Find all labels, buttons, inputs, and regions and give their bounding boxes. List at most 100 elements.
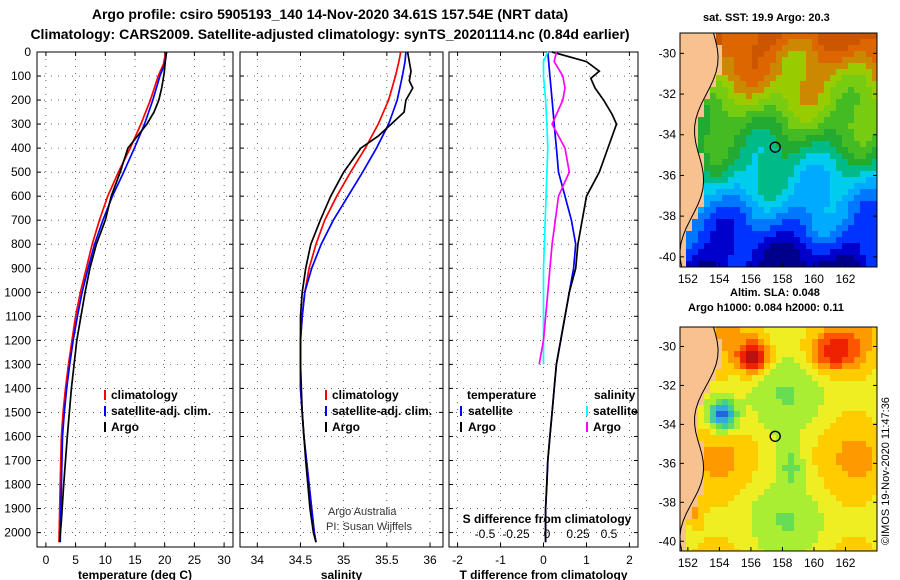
map-cell: [704, 537, 711, 544]
map-frame-sat-sst-map: [679, 32, 878, 268]
map-cell: [818, 237, 825, 244]
map-cell: [740, 435, 747, 442]
map-cell: [680, 507, 687, 514]
map-cell: [722, 537, 729, 544]
map-x-tick-label: 156: [741, 556, 761, 570]
map-cell: [854, 219, 861, 226]
map-cell: [710, 117, 717, 124]
map-cell: [710, 243, 717, 250]
map-cell: [734, 231, 741, 238]
map-cell: [734, 423, 741, 430]
map-cell: [758, 489, 765, 496]
map-cell: [716, 471, 723, 478]
map-cell: [734, 63, 741, 70]
map-cell: [740, 111, 747, 118]
map-cell: [746, 333, 753, 340]
map-cell: [698, 471, 705, 478]
map-cell: [698, 225, 705, 232]
map-cell: [686, 129, 693, 136]
map-cell: [812, 333, 819, 340]
map-cell: [698, 153, 705, 160]
x-tick-label: 0: [540, 553, 547, 567]
map-cell: [818, 219, 825, 226]
map-cell: [698, 231, 705, 238]
map-cell: [758, 411, 765, 418]
map-cell: [686, 189, 693, 196]
map-cell: [704, 159, 711, 166]
map-cell: [830, 351, 837, 358]
map-cell: [734, 243, 741, 250]
map-cell: [848, 81, 855, 88]
map-cell: [824, 501, 831, 508]
map-cell: [776, 525, 783, 532]
map-cell: [758, 33, 765, 40]
map-cell: [794, 117, 801, 124]
map-cell: [764, 543, 771, 550]
map-cell: [794, 549, 801, 552]
map-cell: [818, 387, 825, 394]
map-cell: [818, 435, 825, 442]
map-cell: [764, 213, 771, 220]
map-cell: [824, 243, 831, 250]
legend-label: satellite-adj. clim.: [111, 404, 211, 418]
map-cell: [680, 225, 687, 232]
map-cell: [716, 75, 723, 82]
map-cell: [824, 495, 831, 502]
map-cell: [740, 381, 747, 388]
map-cell: [866, 135, 873, 142]
series-satellite-adj-clim-: [299, 51, 407, 543]
map-cell: [842, 33, 849, 40]
map-cell: [818, 147, 825, 154]
map-cell: [848, 429, 855, 436]
map-cell: [794, 45, 801, 52]
map-cell: [764, 513, 771, 520]
map-cell: [734, 207, 741, 214]
map-cell: [806, 441, 813, 448]
map-cell: [830, 129, 837, 136]
depth-tick-label: 2000: [4, 526, 31, 540]
map-cell: [800, 207, 807, 214]
map-cell: [800, 399, 807, 406]
map-cell: [830, 81, 837, 88]
map-cell: [782, 207, 789, 214]
map-cell: [782, 105, 789, 112]
map-cell: [752, 225, 759, 232]
map-cell: [842, 111, 849, 118]
map-cell: [872, 81, 878, 88]
series-salinity-argo: [538, 51, 571, 365]
map-cell: [698, 63, 705, 70]
map-cell: [710, 195, 717, 202]
map-cell: [698, 399, 705, 406]
map-cell: [806, 459, 813, 466]
map-cell: [872, 417, 878, 424]
map-cell: [794, 411, 801, 418]
map-cell: [734, 501, 741, 508]
map-cell: [752, 141, 759, 148]
map-cell: [770, 339, 777, 346]
map-cell: [722, 549, 729, 552]
map-cell: [782, 171, 789, 178]
map-cell: [806, 51, 813, 58]
map-cell: [860, 105, 867, 112]
map-cell: [812, 387, 819, 394]
map-cell: [866, 531, 873, 538]
map-cell: [704, 183, 711, 190]
map-cell: [836, 69, 843, 76]
map-cell: [728, 183, 735, 190]
map-cell: [788, 201, 795, 208]
map-cell: [716, 411, 723, 418]
map-cell: [800, 393, 807, 400]
map-cell: [728, 441, 735, 448]
map-cell: [680, 543, 687, 550]
map-cell: [866, 177, 873, 184]
map-cell: [788, 549, 795, 552]
map-cell: [734, 471, 741, 478]
map-cell: [812, 93, 819, 100]
map-cell: [812, 447, 819, 454]
map-cell: [806, 417, 813, 424]
map-cell: [842, 489, 849, 496]
map-cell: [686, 345, 693, 352]
map-cell: [836, 399, 843, 406]
map-cell: [842, 387, 849, 394]
map-cell: [818, 477, 825, 484]
